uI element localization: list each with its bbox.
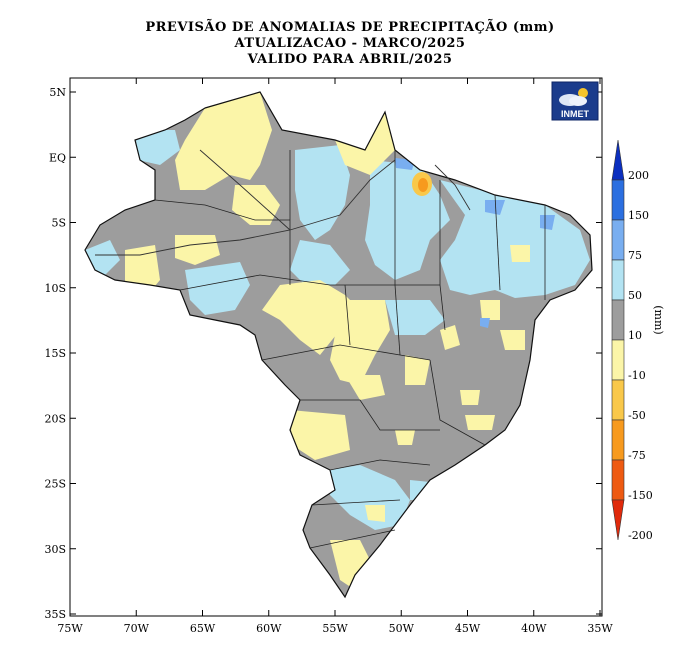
x-tick-label: 35W xyxy=(587,622,613,635)
colorbar-label: -75 xyxy=(628,449,646,462)
brazil-outline xyxy=(84,91,593,599)
y-tick-label: 5S xyxy=(51,217,66,230)
y-tick-label: 5N xyxy=(49,86,66,99)
colorbar-segment xyxy=(611,499,625,541)
colorbar-label: 200 xyxy=(628,169,649,182)
rivers xyxy=(95,149,471,256)
colorbar-label: -150 xyxy=(628,489,653,502)
colorbar-segment xyxy=(611,219,625,261)
y-tick-label: 25S xyxy=(44,478,66,491)
colorbar-segment xyxy=(611,139,625,181)
colorbar: 200 150 75 50 10 -10 -50 -75 -150 -200 xyxy=(611,139,653,542)
x-tick-label: 75W xyxy=(57,622,83,635)
negative-anomaly-regions xyxy=(125,92,530,590)
strong-negative-anomaly-hotspot xyxy=(418,178,428,192)
strong-positive-anomaly-regions xyxy=(395,158,555,328)
colorbar-label: 150 xyxy=(628,209,649,222)
x-tick-label: 65W xyxy=(190,622,216,635)
map-title-line3: VALIDO PARA ABRIL/2025 xyxy=(247,52,453,67)
inmet-logo: INMET xyxy=(551,81,599,121)
colorbar-segment xyxy=(611,459,625,501)
colorbar-label: -50 xyxy=(628,409,646,422)
colorbar-label: 50 xyxy=(628,289,642,302)
map-title-line1: PREVISÃO DE ANOMALIAS DE PRECIPITAÇÃO (m… xyxy=(145,20,555,35)
colorbar-label: -10 xyxy=(628,369,646,382)
y-tick-label: 30S xyxy=(44,543,66,556)
colorbar-unit: (mm) xyxy=(652,305,665,334)
y-tick-label: 20S xyxy=(44,412,66,425)
y-tick-label: 15S xyxy=(44,347,66,360)
state-borders xyxy=(154,150,546,549)
y-tick-label: 35S xyxy=(44,608,66,621)
colorbar-segment xyxy=(611,179,625,221)
colorbar-label: -200 xyxy=(628,529,653,542)
x-tick-label: 70W xyxy=(124,622,150,635)
colorbar-segment xyxy=(611,339,625,381)
colorbar-segment xyxy=(611,259,625,301)
colorbar-segment xyxy=(611,419,625,461)
logo-text: INMET xyxy=(561,109,590,119)
colorbar-label: 75 xyxy=(628,249,642,262)
x-tick-label: 60W xyxy=(256,622,282,635)
x-tick-label: 50W xyxy=(389,622,415,635)
x-tick-label: 55W xyxy=(322,622,348,635)
map-title-line2: ATUALIZACAO - MARCO/2025 xyxy=(234,36,466,51)
y-tick-label: 10S xyxy=(44,282,66,295)
colorbar-segment xyxy=(611,379,625,421)
colorbar-segment xyxy=(611,299,625,341)
sun-icon xyxy=(578,88,588,98)
x-tick-label: 40W xyxy=(521,622,547,635)
colorbar-label: 10 xyxy=(628,329,642,342)
x-tick-label: 45W xyxy=(455,622,481,635)
y-tick-label: EQ xyxy=(49,151,66,164)
